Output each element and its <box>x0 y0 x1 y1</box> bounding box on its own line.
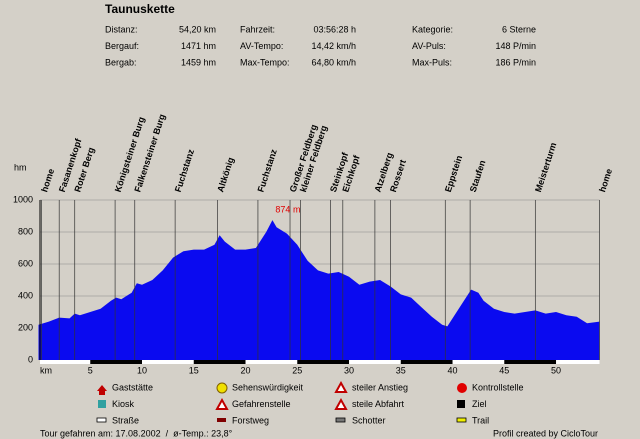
waypoint-label: Fuchstanz <box>173 147 196 193</box>
waypoint-label: Altkönig <box>215 156 236 193</box>
stat-value: 1471 hm <box>181 41 216 51</box>
y-tick-label: 200 <box>18 322 33 332</box>
x-tick-label: 15 <box>189 365 199 375</box>
y-tick-label: 0 <box>28 354 33 364</box>
x-tick-label: 35 <box>396 365 406 375</box>
stat-value: 148 P/min <box>495 41 536 51</box>
x-tick-label: 45 <box>499 365 509 375</box>
y-tick-label: 400 <box>18 290 33 300</box>
x-tick-label: 30 <box>344 365 354 375</box>
y-tick-label: 600 <box>18 258 33 268</box>
x-tick-label: 40 <box>448 365 458 375</box>
legend-label: Ziel <box>472 399 487 409</box>
waypoint-label: home <box>597 167 614 193</box>
stat-value: 1459 hm <box>181 57 216 67</box>
waypoint-label: Staufen <box>468 159 488 193</box>
legend-label: Forstweg <box>232 415 269 425</box>
legend-label: Straße <box>112 415 139 425</box>
stat-value: 14,42 km/h <box>311 41 356 51</box>
x-tick-label: 50 <box>551 365 561 375</box>
stat-value: 6 Sterne <box>502 24 536 34</box>
legend-label: Kontrollstelle <box>472 382 524 392</box>
stat-label: Fahrzeit: <box>240 24 275 34</box>
stat-label: AV-Tempo: <box>240 41 283 51</box>
scale-segment <box>400 360 453 364</box>
x-tick-label: 10 <box>137 365 147 375</box>
x-tick-label: 20 <box>241 365 251 375</box>
y-axis-label: hm <box>14 162 27 172</box>
stat-label: Bergauf: <box>105 41 139 51</box>
waypoint-label: Meisterturm <box>533 141 558 193</box>
x-axis-label: km <box>40 365 52 375</box>
peak-annotation: 874 m <box>275 205 300 215</box>
stat-label: Bergab: <box>105 57 137 67</box>
y-tick-label: 800 <box>18 226 33 236</box>
waypoint-label: home <box>39 167 56 193</box>
legend-icons <box>96 380 467 423</box>
elevation-area <box>38 220 600 360</box>
title: Taunuskette <box>105 2 175 16</box>
footer-left: Tour gefahren am: 17.08.2002 / ø-Temp.: … <box>40 428 233 438</box>
stat-label: AV-Puls: <box>412 41 446 51</box>
waypoint-label: Fuchstanz <box>256 147 279 193</box>
stat-label: Max-Tempo: <box>240 57 290 67</box>
stat-value: 64,80 km/h <box>311 57 356 67</box>
stat-label: Max-Puls: <box>412 57 452 67</box>
stat-label: Distanz: <box>105 24 138 34</box>
footer-right: Profil created by CicloTour <box>493 428 598 438</box>
stat-label: Kategorie: <box>412 24 453 34</box>
scale-segment <box>504 360 557 364</box>
legend-label: Schotter <box>352 415 386 425</box>
legend-label: Gefahrenstelle <box>232 399 291 409</box>
legend-label: Sehenswürdigkeit <box>232 382 304 392</box>
scale-segment <box>193 360 246 364</box>
stat-value: 03:56:28 h <box>313 24 356 34</box>
waypoint-label: Eppstein <box>443 154 464 193</box>
scale-segment <box>297 360 350 364</box>
legend-label: steile Abfahrt <box>352 399 405 409</box>
x-tick-label: 25 <box>292 365 302 375</box>
stat-value: 54,20 km <box>179 24 216 34</box>
stat-value: 186 P/min <box>495 57 536 67</box>
x-tick-label: 5 <box>88 365 93 375</box>
y-tick-label: 1000 <box>13 194 33 204</box>
legend-label: steiler Anstieg <box>352 382 408 392</box>
legend-label: Kiosk <box>112 399 135 409</box>
scale-segment <box>90 360 143 364</box>
legend-label: Trail <box>472 415 489 425</box>
legend-label: Gaststätte <box>112 382 153 392</box>
